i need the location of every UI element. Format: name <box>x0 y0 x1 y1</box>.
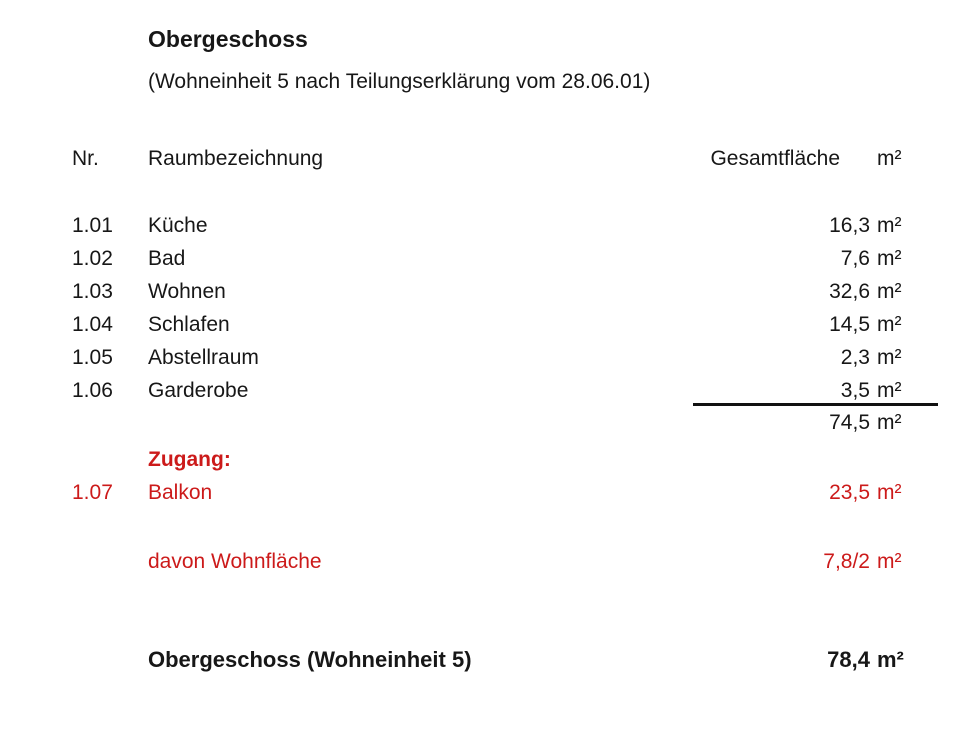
room-area-value: 32,6 <box>829 279 870 303</box>
room-number: 1.03 <box>72 279 113 303</box>
room-area-unit: m² <box>877 345 902 369</box>
zugang-label-row: Zugang: <box>72 443 908 476</box>
total-label: Obergeschoss (Wohneinheit 5) <box>148 646 472 672</box>
room-area-unit: m² <box>877 246 902 270</box>
room-area-value: 23,5 <box>829 480 870 504</box>
room-area-value: 14,5 <box>829 312 870 336</box>
column-header-area: Gesamtfläche <box>710 147 840 170</box>
room-area-unit: m² <box>877 378 902 402</box>
room-area-value: 3,5 <box>840 378 870 402</box>
room-number: 1.02 <box>72 246 113 270</box>
column-header-unit: m² <box>877 147 902 170</box>
room-number: 1.01 <box>72 213 113 237</box>
table-row: 1.06 Garderobe 3,5 m² <box>72 374 908 407</box>
room-area-value: 16,3 <box>829 213 870 237</box>
total-unit: m² <box>877 646 904 672</box>
room-name: Küche <box>148 213 208 237</box>
table-header-row: Nr. Raumbezeichnung Gesamtfläche m² <box>72 147 908 171</box>
table-row: 1.03 Wohnen 32,6 m² <box>72 275 908 308</box>
room-area-unit: m² <box>877 213 902 237</box>
room-number: 1.04 <box>72 312 113 336</box>
room-area-unit: m² <box>877 312 902 336</box>
table-row-davon: davon Wohnfläche 7,8/2 m² <box>72 545 908 578</box>
total-value: 78,4 <box>827 646 870 672</box>
room-name: Garderobe <box>148 378 249 402</box>
total-row: Obergeschoss (Wohneinheit 5) 78,4 m² <box>72 643 908 676</box>
column-header-nr: Nr. <box>72 147 99 170</box>
column-header-name: Raumbezeichnung <box>148 147 324 170</box>
room-area-value: 2,3 <box>840 345 870 369</box>
room-name: Balkon <box>148 480 213 504</box>
page-title: Obergeschoss <box>148 26 308 52</box>
table-row: 1.04 Schlafen 14,5 m² <box>72 308 908 341</box>
page-subtitle: (Wohneinheit 5 nach Teilungserklärung vo… <box>148 70 651 93</box>
room-area-unit: m² <box>877 279 902 303</box>
room-area-value: 7,6 <box>840 246 870 270</box>
table-row: 1.01 Küche 16,3 m² <box>72 209 908 242</box>
table-row: 1.02 Bad 7,6 m² <box>72 242 908 275</box>
room-area-unit: m² <box>877 549 902 573</box>
room-area-value: 7,8/2 <box>823 549 870 573</box>
zugang-label: Zugang: <box>148 447 231 471</box>
room-name: Wohnen <box>148 279 226 303</box>
room-rows: 1.01 Küche 16,3 m² 1.02 Bad 7,6 m² 1.03 … <box>72 209 908 407</box>
room-name: davon Wohnfläche <box>148 549 322 573</box>
table-row-balkon: 1.07 Balkon 23,5 m² <box>72 476 908 509</box>
room-name: Bad <box>148 246 186 270</box>
subtotal-unit: m² <box>877 410 902 434</box>
room-number: 1.06 <box>72 378 113 402</box>
table-row: 1.05 Abstellraum 2,3 m² <box>72 341 908 374</box>
room-number: 1.07 <box>72 480 113 504</box>
room-area-unit: m² <box>877 480 902 504</box>
room-name: Abstellraum <box>148 345 259 369</box>
subtotal-row: 74,5 m² <box>72 407 908 438</box>
subtotal-value: 74,5 <box>829 410 870 434</box>
room-name: Schlafen <box>148 312 230 336</box>
subtotal-divider <box>693 403 938 406</box>
room-number: 1.05 <box>72 345 113 369</box>
